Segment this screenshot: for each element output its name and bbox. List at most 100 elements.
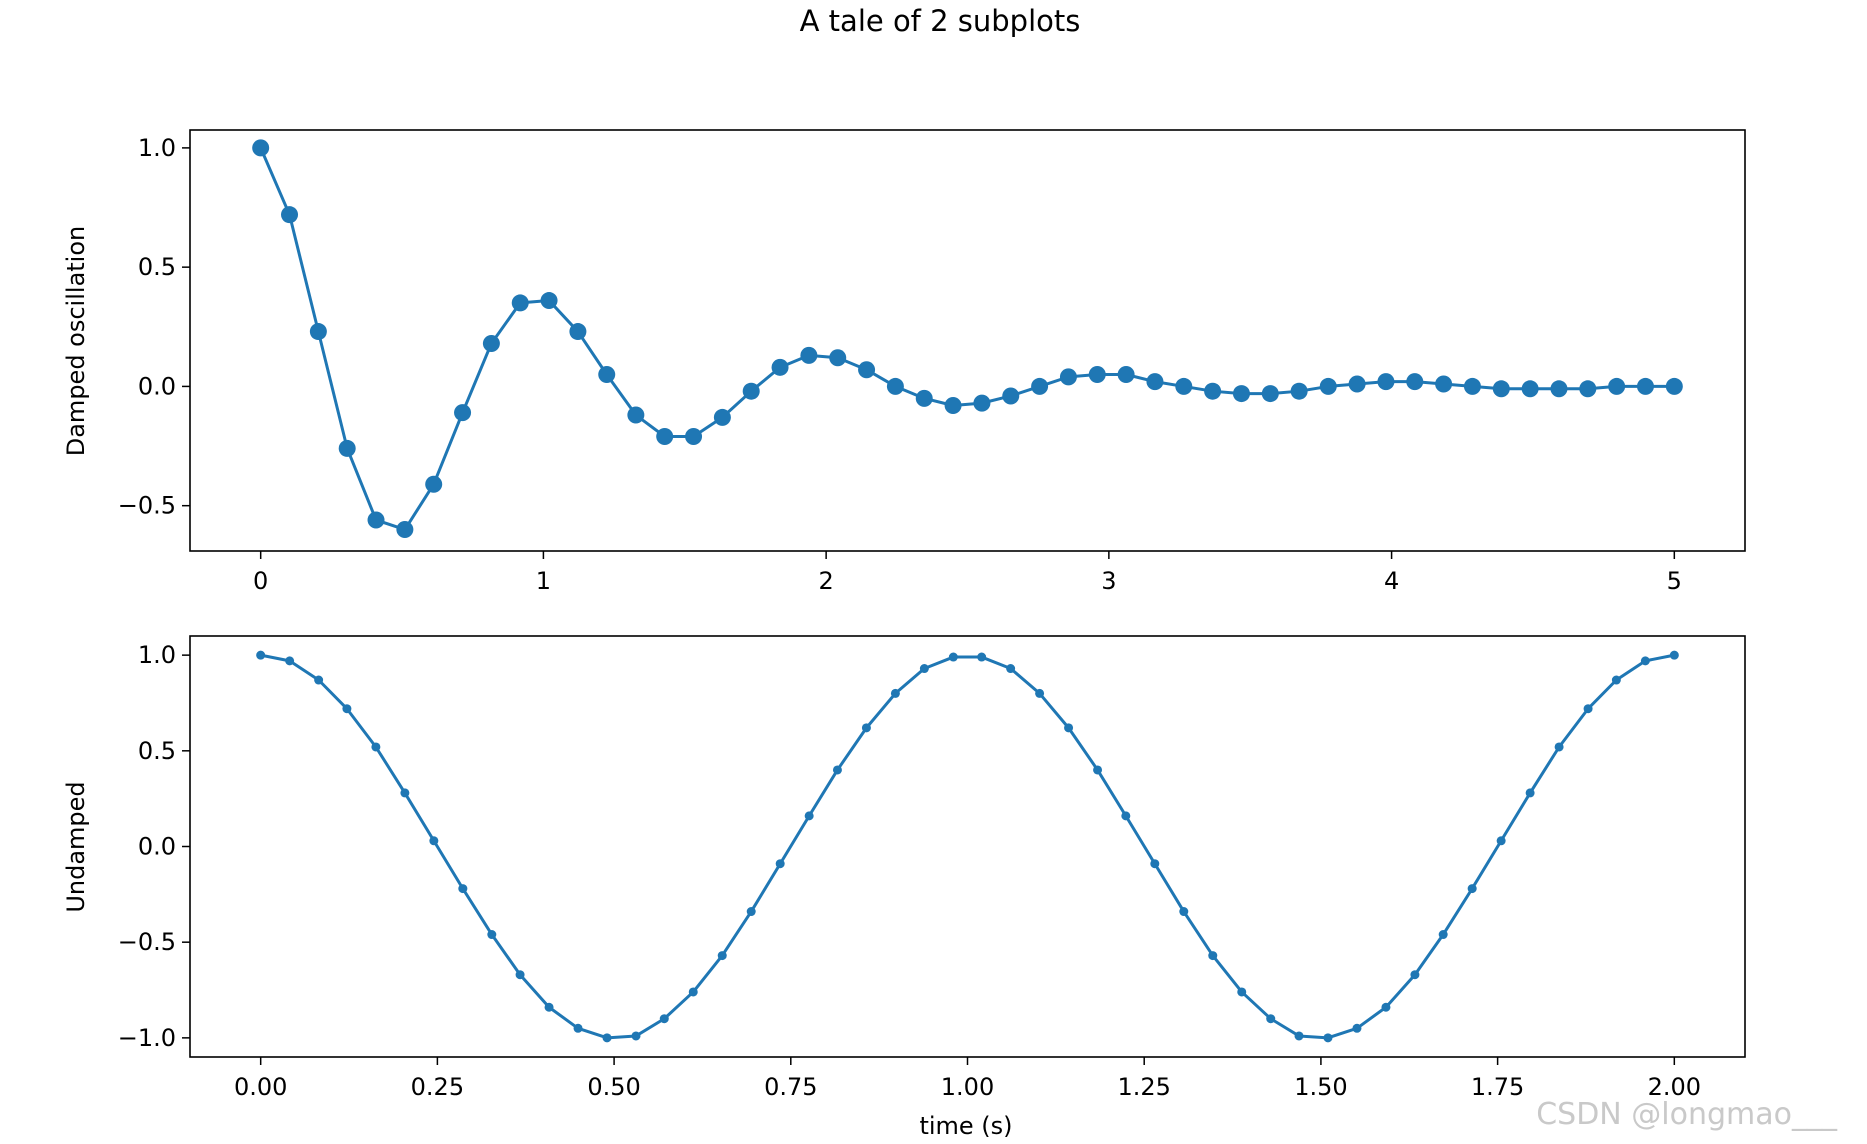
undamped-data-point [1583,704,1593,714]
undamped-y-tick-label: 0.5 [138,737,176,765]
undamped-data-point [1150,859,1160,869]
undamped-data-point [314,675,324,685]
damped-x-tick-label: 3 [1101,567,1116,595]
damped-data-point [540,292,558,310]
subplot-damped-oscillation: Damped oscillation 0 1 2 3 4 5 −0.5 0.0 0.5 1.0 [62,129,1746,595]
damped-data-point [1463,377,1481,395]
undamped-data-point [1467,884,1477,894]
damped-y-tick-label: 1.0 [138,134,176,162]
damped-data-point [569,323,587,341]
undamped-y-tick-label: 0.0 [138,833,176,861]
undamped-data-point [1669,650,1679,660]
subplot-undamped: Undamped time (s) 0.00 0.25 0.50 0.75 1.00 1.… [62,635,1746,1140]
undamped-data-point [1179,907,1189,917]
damped-data-point [252,139,270,157]
damped-data-point [627,406,645,424]
damped-data-point [1435,375,1453,393]
damped-data-point [1204,382,1222,400]
undamped-x-tick-label: 0.50 [587,1073,640,1101]
y-axis-label-undamped: Undamped [62,781,90,912]
undamped-data-point [1640,656,1650,666]
damped-data-point [1636,377,1654,395]
damped-data-point [685,428,703,446]
undamped-data-point [1006,664,1016,674]
damped-data-point [1348,375,1366,393]
undamped-data-point [717,951,727,961]
undamped-data-point [804,811,814,821]
undamped-data-point [1525,788,1535,798]
damped-data-point [771,358,789,376]
undamped-y-tick-label: −0.5 [118,928,176,956]
damped-data-point [1550,380,1568,398]
x-axis-label-time: time (s) [919,1112,1012,1140]
damped-data-point [1146,373,1164,391]
undamped-data-point [1294,1031,1304,1041]
damped-data-point [1002,387,1020,405]
damped-data-point [713,408,731,426]
undamped-data-point [1611,675,1621,685]
undamped-data-point [342,704,352,714]
undamped-data-point [1554,742,1564,752]
undamped-axes-frame [189,635,1746,1058]
undamped-x-tick-label: 0.00 [234,1073,287,1101]
undamped-x-tick-label: 1.75 [1471,1073,1524,1101]
undamped-x-tick-label: 1.25 [1117,1073,1170,1101]
damped-data-point [1608,377,1626,395]
undamped-data-point [1410,970,1420,980]
damped-data-point [742,382,760,400]
damped-x-tick-label: 1 [536,567,551,595]
undamped-data-point [1266,1014,1276,1024]
y-axis-label-damped: Damped oscillation [62,226,90,457]
undamped-data-point [371,742,381,752]
damped-data-point [511,294,529,312]
undamped-data-point [602,1033,612,1043]
undamped-data-point [1381,1002,1391,1012]
undamped-data-point [256,650,266,660]
undamped-data-point [544,1002,554,1012]
damped-data-point [1088,365,1106,383]
undamped-data-point [861,723,871,733]
damped-x-tick-label: 4 [1384,567,1399,595]
damped-data-point [1290,382,1308,400]
undamped-data-point [400,788,410,798]
damped-data-point [1492,380,1510,398]
damped-x-tick-label: 5 [1667,567,1682,595]
damped-y-tick-label: −0.5 [118,492,176,520]
damped-data-point [482,334,500,352]
undamped-data-point [1496,836,1506,846]
damped-data-point [656,428,674,446]
damped-data-point [944,397,962,414]
undamped-data-point [1035,688,1045,698]
damped-y-tick-label: 0.5 [138,253,176,281]
damped-data-point [1579,380,1597,398]
damped-data-point [886,377,904,395]
damped-data-point [858,361,876,379]
undamped-data-point [1208,951,1218,961]
undamped-data-point [919,664,929,674]
undamped-data-point [977,652,987,662]
damped-data-point [1377,373,1395,391]
undamped-data-point [1438,930,1448,940]
damped-data-point [396,521,414,539]
damped-data-point [1261,385,1279,403]
watermark: CSDN @longmao___ [1536,1097,1838,1132]
damped-data-point [367,511,385,529]
undamped-data-point [775,859,785,869]
damped-data-point [309,323,327,341]
undamped-data-point [659,1014,669,1024]
damped-data-point [1406,373,1424,391]
damped-data-point [973,394,991,412]
undamped-data-point [1093,765,1103,775]
undamped-y-tick-label: −1.0 [118,1024,176,1052]
damped-data-point [1319,377,1337,395]
damped-series-line [259,147,1675,532]
damped-data-point [829,349,847,367]
damped-data-point [1232,385,1250,403]
undamped-x-tick-label: 2.00 [1648,1073,1701,1101]
damped-data-point [1031,377,1049,395]
undamped-data-point [487,930,497,940]
undamped-data-point [890,688,900,698]
damped-data-point [454,404,472,422]
undamped-x-tick-label: 1.00 [941,1073,994,1101]
